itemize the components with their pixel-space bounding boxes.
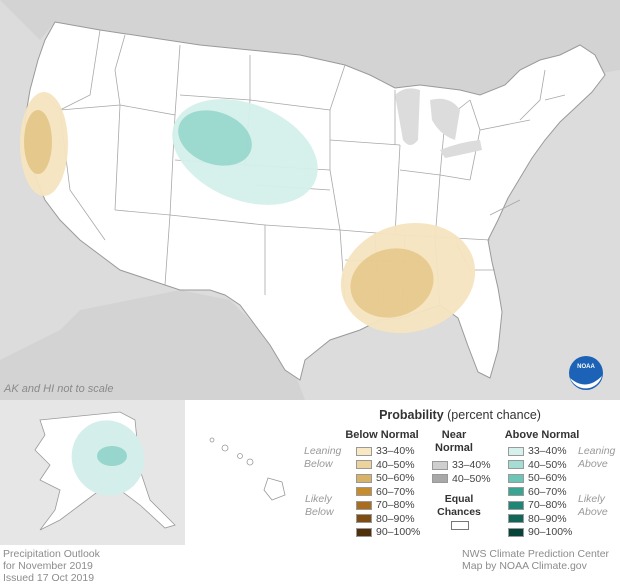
likely-below-line1: Likely: [305, 493, 332, 505]
above-normal-row: 80–90%: [508, 513, 567, 525]
alaska-above-inner: [97, 446, 127, 466]
leaning-below-line2: Below: [304, 458, 333, 470]
below-normal-label: 90–100%: [376, 526, 421, 538]
below-normal-swatch: [356, 460, 372, 469]
above-normal-label: 40–50%: [528, 458, 567, 471]
below-normal-label: 50–60%: [376, 472, 415, 484]
legend-background: [298, 400, 620, 545]
near-normal-swatch: [432, 474, 448, 483]
above-normal-row: 70–80%: [508, 499, 567, 511]
lake-michigan: [395, 88, 420, 145]
above-normal-row: 90–100%: [508, 526, 572, 538]
below-normal-row: 40–50%: [356, 459, 415, 471]
below-normal-label: 70–80%: [376, 499, 415, 511]
leaning-below-line1: Leaning: [304, 445, 342, 457]
noaa-logo: NOAA: [569, 356, 603, 390]
above-normal-swatch: [508, 446, 524, 456]
footer-credit: Map by NOAA Climate.gov: [462, 560, 587, 572]
above-normal-swatch: [508, 500, 524, 510]
likely-above-line1: Likely: [578, 493, 605, 505]
below-normal-row: 80–90%: [356, 513, 415, 525]
near-normal-header: Near Normal: [432, 429, 476, 455]
below-normal-swatch: [356, 473, 372, 483]
above-normal-label: 60–70%: [528, 485, 567, 498]
below-normal-row: 70–80%: [356, 499, 415, 511]
below-normal-west-coast-inner: [24, 110, 52, 174]
likely-above-label: Likely Above: [578, 493, 608, 519]
below-normal-label: 40–50%: [376, 458, 415, 471]
above-normal-label: 70–80%: [528, 499, 567, 511]
above-normal-label: 80–90%: [528, 512, 567, 525]
above-normal-label: 90–100%: [528, 526, 573, 538]
footer-issued: Issued 17 Oct 2019: [3, 572, 95, 584]
equal-chances-line1: Equal: [444, 493, 474, 505]
lake-erie: [440, 140, 482, 158]
mexico-land: [0, 290, 305, 400]
footer-right: NWS Climate Prediction Center Map by NOA…: [462, 548, 609, 572]
equal-chances-label: Equal Chances: [434, 493, 484, 519]
below-normal-label: 60–70%: [376, 485, 415, 498]
below-normal-row: 50–60%: [356, 472, 415, 484]
above-normal-swatch: [508, 473, 524, 483]
near-normal-row: 33–40%: [432, 459, 491, 471]
near-normal-label: 33–40%: [452, 459, 491, 471]
below-normal-row: 33–40%: [356, 445, 415, 457]
legend-title-bold: Probability: [379, 408, 444, 422]
below-normal-southeast-inner: [350, 248, 434, 318]
above-normal-header: Above Normal: [504, 429, 580, 441]
hawaii-inset-background: [187, 400, 297, 545]
footer-period: for November 2019: [3, 560, 93, 572]
likely-above-line2: Above: [578, 506, 608, 518]
scale-note: AK and HI not to scale: [4, 383, 114, 395]
leaning-above-line1: Leaning: [578, 445, 616, 457]
equal-chances-line2: Chances: [437, 506, 481, 518]
above-normal-label: 50–60%: [528, 472, 567, 484]
near-normal-header-line2: Normal: [435, 442, 473, 454]
likely-below-line2: Below: [305, 506, 334, 518]
below-normal-row: 90–100%: [356, 526, 420, 538]
above-normal-row: 50–60%: [508, 472, 567, 484]
leaning-above-line2: Above: [578, 458, 608, 470]
near-normal-label: 40–50%: [452, 472, 491, 485]
below-normal-swatch: [356, 446, 372, 456]
above-normal-plains-inner: [178, 110, 252, 166]
below-normal-swatch: [356, 514, 372, 523]
equal-chances-swatch: [451, 521, 469, 530]
below-normal-row: 60–70%: [356, 486, 415, 498]
legend-title: Probability (percent chance): [300, 408, 620, 422]
below-normal-header: Below Normal: [345, 429, 419, 441]
lake-huron: [430, 98, 460, 140]
below-normal-label: 33–40%: [376, 445, 415, 457]
canada-land: [0, 0, 620, 95]
near-normal-header-line1: Near: [441, 429, 467, 441]
below-normal-swatch: [356, 527, 372, 537]
leaning-below-label: Leaning Below: [304, 445, 341, 471]
near-normal-row: 40–50%: [432, 473, 491, 485]
above-normal-swatch: [508, 460, 524, 469]
above-normal-swatch: [508, 527, 524, 537]
near-normal-swatch: [432, 460, 448, 470]
below-normal-swatch: [356, 487, 372, 496]
footer-title: Precipitation Outlook: [3, 548, 100, 560]
noaa-logo-text: NOAA: [577, 364, 595, 370]
likely-below-label: Likely Below: [305, 493, 334, 519]
above-normal-swatch: [508, 487, 524, 496]
below-normal-swatch: [356, 500, 372, 510]
above-normal-label: 33–40%: [528, 445, 567, 457]
above-normal-row: 33–40%: [508, 445, 567, 457]
leaning-above-label: Leaning Above: [578, 445, 615, 471]
above-normal-row: 40–50%: [508, 459, 567, 471]
legend-title-rest: (percent chance): [443, 408, 541, 422]
above-normal-swatch: [508, 514, 524, 523]
above-normal-row: 60–70%: [508, 486, 567, 498]
below-normal-label: 80–90%: [376, 512, 415, 525]
footer-left: Precipitation Outlook for November 2019 …: [3, 548, 100, 584]
footer-source: NWS Climate Prediction Center: [462, 548, 610, 560]
hawaii-islands: [209, 437, 286, 501]
